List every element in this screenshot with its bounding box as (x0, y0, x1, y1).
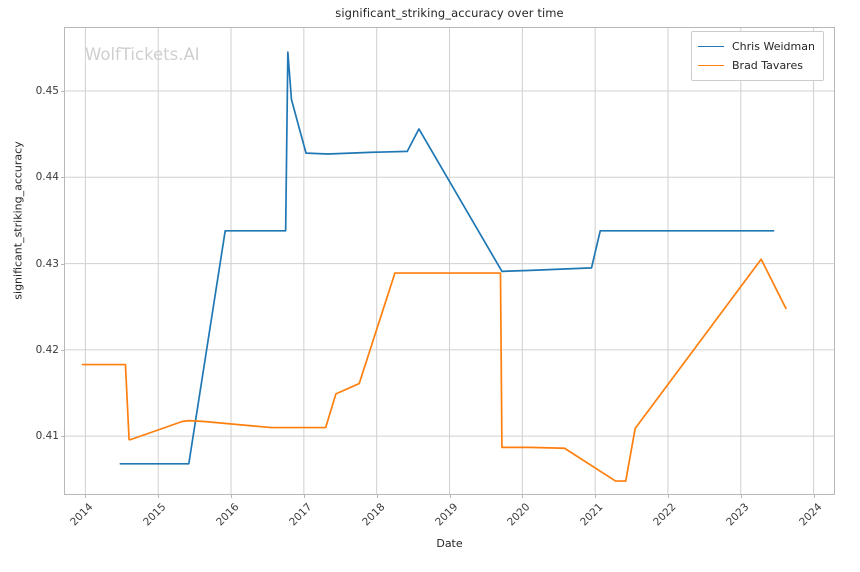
x-tick-mark (813, 494, 815, 498)
y-tick-label: 0.45 (35, 84, 59, 97)
y-tick-label: 0.44 (35, 171, 59, 184)
y-tick-label: 0.41 (35, 430, 59, 443)
legend-swatch-chris-weidman (698, 46, 724, 47)
x-tick-mark (595, 494, 597, 498)
series-line (81, 258, 787, 482)
plot-area: WolfTickets.AI (64, 27, 835, 495)
series-line (119, 51, 775, 465)
x-tick-mark (303, 494, 305, 498)
x-axis-label: Date (436, 537, 463, 550)
x-tick-mark (158, 494, 160, 498)
y-tick-mark (61, 263, 65, 265)
legend-label: Chris Weidman (732, 40, 815, 53)
plot-svg (65, 28, 834, 494)
y-tick-mark (61, 90, 65, 92)
y-axis-label: significant_striking_accuracy (11, 141, 25, 300)
chart-title: significant_striking_accuracy over time (335, 6, 564, 20)
y-tick-mark (61, 436, 65, 438)
legend-item[interactable]: Brad Tavares (698, 56, 815, 75)
chart-legend: Chris Weidman Brad Tavares (691, 31, 824, 81)
series-lines (81, 51, 787, 482)
legend-swatch-brad-tavares (698, 65, 724, 66)
legend-label: Brad Tavares (732, 59, 803, 72)
x-tick-mark (449, 494, 451, 498)
legend-item[interactable]: Chris Weidman (698, 37, 815, 56)
y-tick-mark (61, 177, 65, 179)
x-tick-mark (85, 494, 87, 498)
x-tick-mark (667, 494, 669, 498)
y-tick-label: 0.42 (35, 343, 59, 356)
x-tick-mark (231, 494, 233, 498)
y-tick-label: 0.43 (35, 257, 59, 270)
gridlines (65, 28, 834, 494)
y-tick-mark (61, 349, 65, 351)
x-tick-mark (376, 494, 378, 498)
x-tick-mark (522, 494, 524, 498)
x-tick-mark (740, 494, 742, 498)
